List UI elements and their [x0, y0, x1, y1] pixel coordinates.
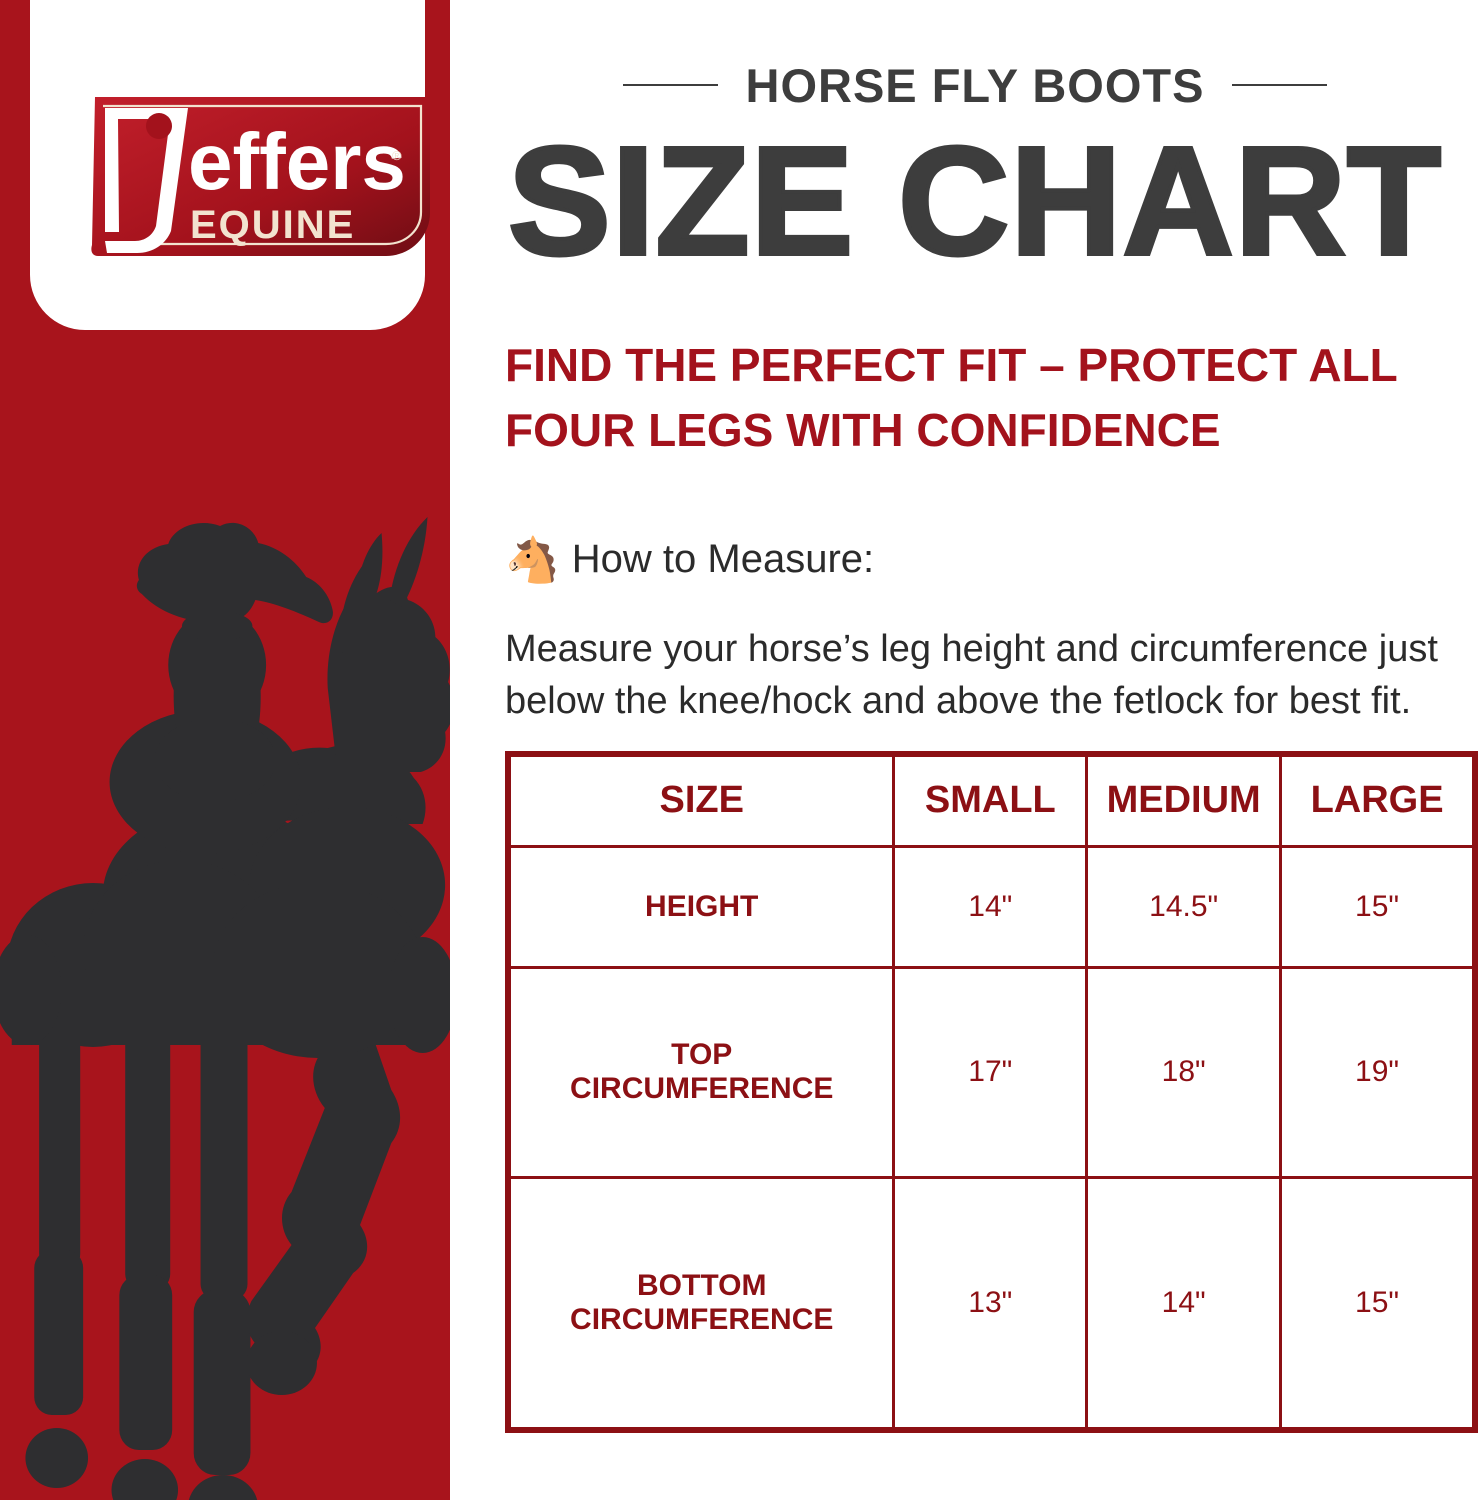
- svg-text:EQUINE: EQUINE: [190, 203, 355, 247]
- svg-text:®: ®: [392, 148, 402, 163]
- svg-text:effers: effers: [188, 117, 406, 206]
